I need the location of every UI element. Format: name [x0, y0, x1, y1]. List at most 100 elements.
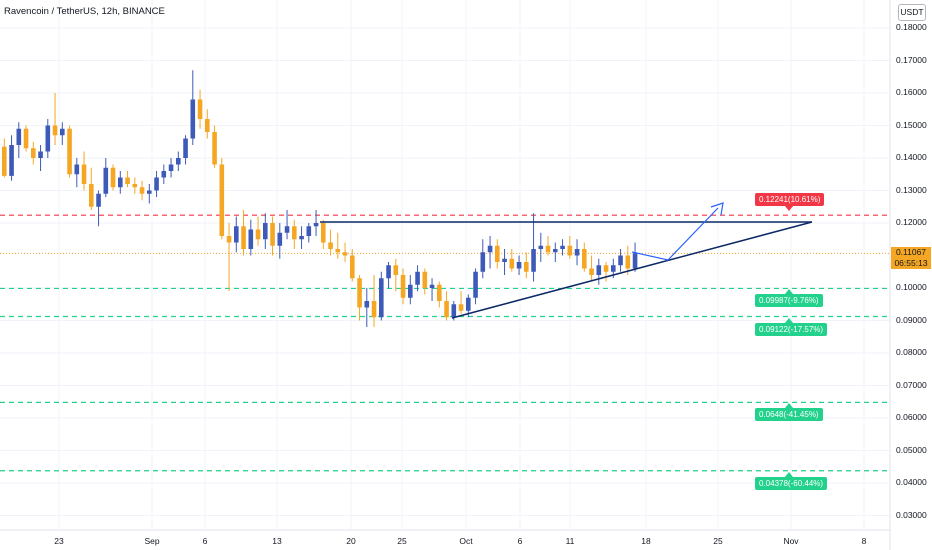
price-tick-label: 0.16000	[896, 87, 927, 97]
candle	[299, 226, 304, 249]
price-tick-label: 0.17000	[896, 54, 927, 65]
candle-body	[110, 167, 116, 188]
current-price-tag: 0.11067 06:55:13	[891, 247, 931, 269]
price-tick-label: 0.13000	[896, 184, 927, 195]
candle	[292, 219, 297, 249]
candle-body	[313, 223, 319, 227]
price-level-label: 0.09987(-9.76%)	[755, 294, 823, 308]
candle	[495, 239, 500, 269]
candle	[545, 236, 551, 256]
candle	[205, 109, 210, 139]
candle-body	[67, 128, 72, 175]
candle	[241, 210, 246, 256]
time-tick-label: 23	[54, 536, 64, 546]
candle	[582, 242, 587, 272]
price-tick-label: 0.15000	[896, 119, 927, 130]
price-level-label: 0.09122(-17.57%)	[755, 322, 828, 336]
price-tick-label: 0.12000	[896, 217, 927, 227]
candle	[23, 125, 29, 152]
time-tick-label: 6	[517, 536, 523, 546]
candle	[132, 177, 138, 194]
candle	[45, 119, 51, 158]
candle	[328, 229, 333, 256]
candle-body	[263, 223, 268, 240]
candle	[219, 158, 225, 240]
candle	[458, 291, 464, 314]
candle-body	[451, 304, 457, 318]
candle-body	[132, 184, 138, 188]
candle	[270, 216, 275, 256]
candle	[81, 151, 87, 191]
currency-button[interactable]: USDT	[898, 4, 926, 21]
candle	[350, 249, 355, 282]
projection-arrow	[631, 207, 719, 261]
candle-body	[52, 125, 58, 136]
candle-body	[241, 226, 246, 249]
candle-body	[596, 265, 602, 275]
candle-body	[458, 304, 464, 311]
candle-body	[81, 164, 87, 184]
price-tick-label: 0.06000	[896, 412, 927, 422]
candle	[618, 249, 623, 272]
candle-body	[473, 271, 478, 298]
candle-body	[567, 245, 573, 256]
candle	[415, 265, 420, 292]
time-tick-label: Oct	[459, 536, 473, 546]
candle	[538, 232, 544, 262]
candle	[306, 223, 312, 243]
candle-body	[480, 252, 486, 272]
candle-body	[284, 226, 290, 233]
level-marker-icon	[785, 317, 793, 323]
candle	[139, 180, 145, 201]
candle	[226, 223, 232, 292]
candle	[321, 219, 326, 249]
candle-body	[154, 177, 159, 191]
candle-body	[197, 99, 203, 119]
candle-body	[219, 164, 225, 236]
candle	[596, 258, 602, 285]
candle	[147, 184, 152, 204]
candle-body	[335, 249, 341, 253]
candle-body	[531, 249, 536, 272]
candle	[589, 255, 594, 282]
candle-body	[205, 119, 210, 132]
candle	[437, 281, 442, 308]
candle-body	[429, 284, 435, 288]
price-levels	[0, 214, 890, 472]
candle	[284, 210, 290, 240]
candle	[168, 158, 174, 178]
price-tick-label: 0.10000	[896, 282, 927, 292]
level-marker-icon	[785, 289, 793, 295]
candle-body	[96, 193, 101, 207]
candle-body	[516, 262, 522, 269]
candle-body	[277, 232, 283, 246]
candle	[31, 141, 36, 165]
candle-body	[502, 258, 507, 262]
candle-body	[306, 226, 312, 236]
candle-body	[89, 184, 94, 207]
candle-body	[190, 99, 196, 139]
candle	[473, 268, 478, 305]
candle-body	[364, 301, 370, 308]
candle	[234, 216, 239, 253]
arrow-head-icon	[710, 202, 724, 216]
candle-body	[299, 236, 304, 240]
candle-body	[466, 297, 471, 311]
price-level-label: 0.04378(-60.44%)	[755, 476, 828, 490]
candle	[263, 213, 268, 249]
candle-body	[437, 284, 442, 301]
candle	[408, 275, 413, 305]
candle-body	[582, 249, 587, 269]
candle-body	[74, 164, 80, 175]
candle	[60, 122, 65, 145]
candle	[371, 275, 377, 327]
candle-body	[16, 128, 22, 145]
candle-body	[422, 271, 428, 288]
candle	[248, 219, 254, 256]
candle-body	[350, 255, 355, 279]
time-tick-label: Nov	[783, 536, 799, 546]
time-tick-label: Sep	[144, 536, 160, 546]
candle	[96, 190, 101, 227]
candle-body	[31, 148, 36, 158]
